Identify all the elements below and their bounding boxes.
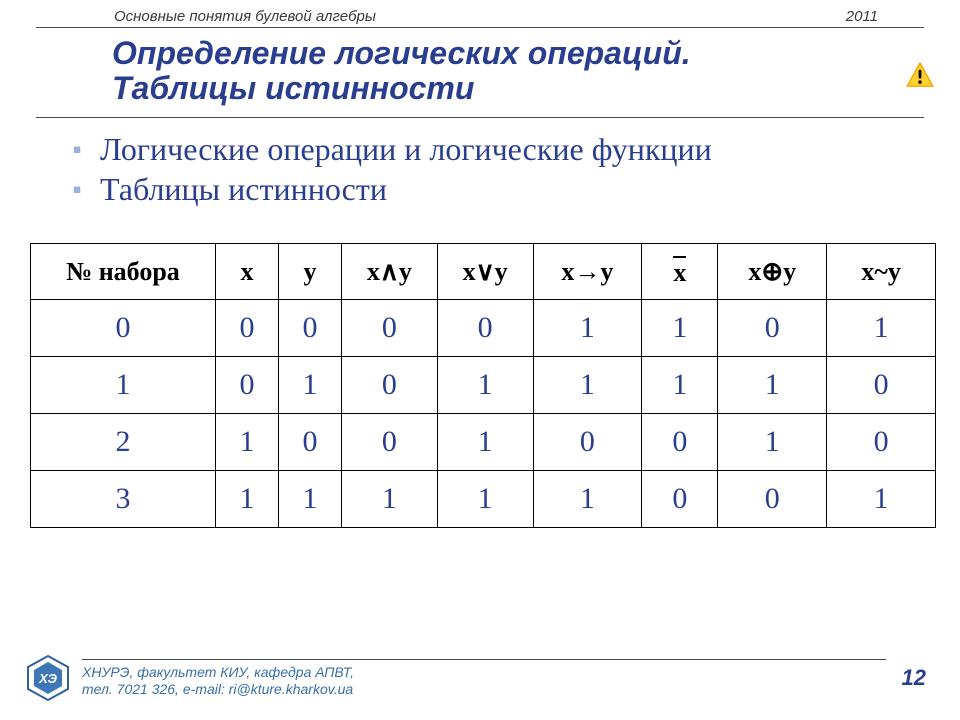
table-cell: 1 bbox=[215, 471, 278, 528]
table-cell: 1 bbox=[31, 357, 216, 414]
table-body: 000001101101011110210010010311111001 bbox=[31, 300, 936, 528]
column-header: x∨y bbox=[437, 244, 533, 300]
column-header: x∧y bbox=[342, 244, 438, 300]
bullet-icon: ▪ bbox=[66, 172, 88, 208]
bullet-text-1: Логические операции и логические функции bbox=[100, 132, 914, 168]
svg-text:ХЭ: ХЭ bbox=[38, 671, 57, 686]
footer-text: ХНУРЭ, факультет КИУ, кафедра АПВТ, тел.… bbox=[82, 659, 886, 698]
warning-icon bbox=[906, 62, 934, 88]
table-cell: 1 bbox=[437, 471, 533, 528]
table-cell: 1 bbox=[533, 471, 642, 528]
table-cell: 1 bbox=[278, 471, 341, 528]
slide: Основные понятия булевой алгебры 2011 Оп… bbox=[0, 0, 960, 720]
table-cell: 1 bbox=[827, 471, 936, 528]
list-item: ▪ Таблицы истинности bbox=[66, 172, 914, 208]
table-cell: 1 bbox=[533, 357, 642, 414]
table-cell: 0 bbox=[437, 300, 533, 357]
org-logo-icon: ХЭ bbox=[24, 654, 72, 702]
column-header: № набора bbox=[31, 244, 216, 300]
bullet-text-2: Таблицы истинности bbox=[100, 172, 914, 208]
slide-title: Определение логических операций. Таблицы… bbox=[112, 36, 914, 105]
column-header: x bbox=[642, 244, 718, 300]
table-row: 210010010 bbox=[31, 414, 936, 471]
topbar-left: Основные понятия булевой алгебры bbox=[114, 8, 376, 25]
table-cell: 1 bbox=[642, 357, 718, 414]
column-header: x bbox=[215, 244, 278, 300]
topbar-right: 2011 bbox=[846, 8, 878, 25]
list-item: ▪ Логические операции и логические функц… bbox=[66, 132, 914, 168]
page-number: 12 bbox=[902, 665, 926, 691]
table-row: 311111001 bbox=[31, 471, 936, 528]
table-cell: 0 bbox=[278, 414, 341, 471]
table-cell: 0 bbox=[533, 414, 642, 471]
title-line-1: Определение логических операций. bbox=[112, 35, 691, 71]
bullet-list: ▪ Логические операции и логические функц… bbox=[16, 118, 944, 209]
table-cell: 0 bbox=[278, 300, 341, 357]
table-cell: 1 bbox=[437, 357, 533, 414]
table-cell: 1 bbox=[215, 414, 278, 471]
table-cell: 0 bbox=[215, 357, 278, 414]
column-header: x→y bbox=[533, 244, 642, 300]
table-cell: 2 bbox=[31, 414, 216, 471]
bullet-icon: ▪ bbox=[66, 132, 88, 168]
table-cell: 0 bbox=[342, 414, 438, 471]
table-cell: 1 bbox=[827, 300, 936, 357]
table-cell: 0 bbox=[718, 300, 827, 357]
table-row: 101011110 bbox=[31, 357, 936, 414]
table-cell: 0 bbox=[827, 357, 936, 414]
column-header: x~y bbox=[827, 244, 936, 300]
table-cell: 0 bbox=[642, 414, 718, 471]
table-cell: 0 bbox=[31, 300, 216, 357]
footer: ХЭ ХНУРЭ, факультет КИУ, кафедра АПВТ, т… bbox=[0, 654, 960, 702]
table-cell: 1 bbox=[437, 414, 533, 471]
table-cell: 1 bbox=[718, 357, 827, 414]
title-line-2: Таблицы истинности bbox=[112, 70, 474, 106]
table-header-row: № набораxyx∧yx∨yx→yxx⊕yx~y bbox=[31, 244, 936, 300]
table-cell: 1 bbox=[533, 300, 642, 357]
table-cell: 0 bbox=[642, 471, 718, 528]
table-cell: 1 bbox=[642, 300, 718, 357]
table-cell: 1 bbox=[342, 471, 438, 528]
footer-line-2: тел. 7021 326, e-mail: ri@kture.kharkov.… bbox=[82, 681, 353, 697]
table-row: 000001101 bbox=[31, 300, 936, 357]
truth-table: № набораxyx∧yx∨yx→yxx⊕yx~y 0000011011010… bbox=[30, 243, 936, 528]
table-cell: 3 bbox=[31, 471, 216, 528]
truth-table-wrap: № набораxyx∧yx∨yx→yxx⊕yx~y 0000011011010… bbox=[30, 243, 936, 528]
table-cell: 1 bbox=[278, 357, 341, 414]
footer-line-1: ХНУРЭ, факультет КИУ, кафедра АПВТ, bbox=[82, 664, 354, 680]
table-cell: 0 bbox=[718, 471, 827, 528]
title-block: Определение логических операций. Таблицы… bbox=[16, 28, 944, 111]
table-cell: 1 bbox=[718, 414, 827, 471]
table-cell: 0 bbox=[342, 300, 438, 357]
table-cell: 0 bbox=[827, 414, 936, 471]
column-header: x⊕y bbox=[718, 244, 827, 300]
top-bar: Основные понятия булевой алгебры 2011 bbox=[16, 8, 944, 25]
table-cell: 0 bbox=[342, 357, 438, 414]
column-header: y bbox=[278, 244, 341, 300]
table-cell: 0 bbox=[215, 300, 278, 357]
